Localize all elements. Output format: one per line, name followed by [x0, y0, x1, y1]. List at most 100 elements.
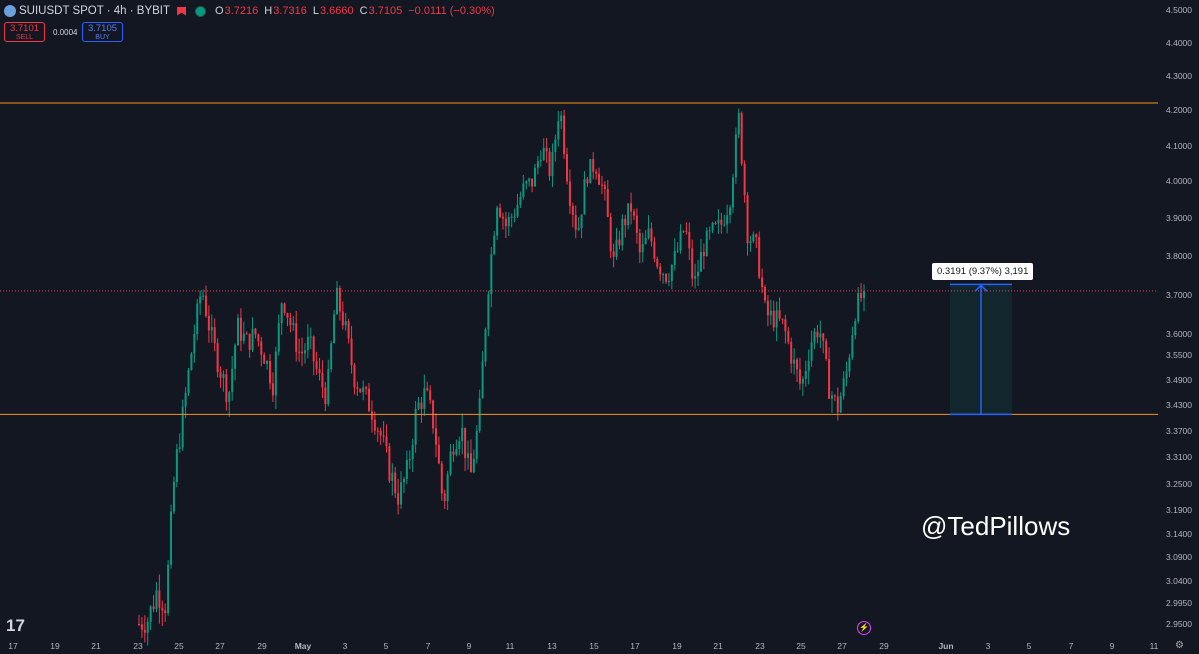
candle	[379, 427, 382, 446]
lightning-icon[interactable]: ⚡	[857, 621, 871, 635]
candle	[772, 300, 775, 332]
candle	[825, 338, 828, 361]
candle	[382, 421, 385, 443]
candle	[341, 301, 344, 330]
candle	[836, 387, 839, 421]
candle	[493, 231, 496, 256]
candle	[391, 463, 394, 496]
candle	[580, 214, 583, 239]
candle	[632, 208, 635, 221]
candle	[828, 347, 831, 400]
candle	[269, 354, 272, 390]
candle	[429, 385, 432, 405]
candle	[595, 168, 598, 180]
symbol-title[interactable]: SUIUSDT SPOT · 4h · BYBIT	[19, 5, 171, 17]
x-tick-label: 5	[1027, 641, 1032, 651]
candle	[804, 360, 807, 387]
candle	[426, 381, 429, 392]
candle	[630, 192, 633, 225]
candle	[184, 387, 187, 419]
candle	[563, 109, 566, 159]
candle	[140, 617, 143, 638]
measure-tool[interactable]	[950, 283, 1012, 416]
candle	[251, 317, 254, 353]
candle	[781, 318, 784, 325]
sell-button[interactable]: 3.7101 SELL	[4, 22, 45, 42]
close-label: C	[359, 5, 368, 17]
candle	[574, 205, 577, 239]
candle	[228, 390, 231, 417]
candle	[481, 351, 484, 399]
candle	[851, 326, 854, 360]
y-tick-label: 3.9000	[1166, 213, 1192, 223]
candle	[443, 489, 446, 510]
candle	[734, 127, 737, 184]
candle	[667, 272, 670, 287]
candle	[717, 209, 720, 234]
candle	[271, 372, 274, 402]
candle	[449, 444, 452, 476]
candle	[400, 471, 403, 509]
candle	[455, 439, 458, 457]
candle	[487, 290, 490, 337]
candle	[202, 289, 205, 301]
buy-label: BUY	[95, 34, 110, 41]
x-tick-label: 3	[343, 641, 348, 651]
candle	[731, 173, 734, 214]
y-tick-label: 3.0400	[1166, 576, 1192, 586]
candle	[423, 374, 426, 416]
low-value: 3.6660	[319, 5, 354, 17]
candle	[702, 243, 705, 270]
candle	[726, 204, 729, 234]
candle	[301, 337, 304, 367]
candle	[210, 314, 213, 343]
candle	[621, 214, 624, 251]
candle	[618, 230, 621, 250]
candle	[280, 302, 283, 336]
candle	[312, 335, 315, 376]
candle	[248, 333, 251, 358]
candle	[516, 193, 519, 218]
x-tick-label: 23	[755, 641, 765, 651]
price-axis[interactable]: 4.5000 4.4000 4.3000 4.2000 4.1000 4.0000 3.90…	[1158, 0, 1199, 640]
x-tick-label: 17	[630, 641, 640, 651]
candle	[647, 215, 650, 240]
y-tick-label: 3.1400	[1166, 529, 1192, 539]
candle	[499, 203, 502, 219]
candle	[819, 320, 822, 349]
candle	[245, 331, 248, 335]
candle	[685, 222, 688, 235]
candle	[787, 327, 790, 345]
time-axis[interactable]: 17 19 21 23 25 27 29 May 3 5 7 9 11 13 15 17 19 21 23 25 27 2…	[8, 641, 1158, 651]
candle	[688, 222, 691, 261]
x-tick-label: 9	[467, 641, 472, 651]
candle	[242, 321, 245, 345]
candle	[402, 476, 405, 494]
gear-icon[interactable]: ⚙	[1175, 640, 1184, 651]
candle	[860, 283, 863, 302]
candle	[344, 312, 347, 331]
candle	[350, 326, 353, 374]
candle	[830, 391, 833, 413]
candle	[222, 370, 225, 392]
horizontal-levels[interactable]: 4.22053.40833.710546:19	[0, 97, 1196, 421]
buy-button[interactable]: 3.7105 BUY	[82, 22, 123, 42]
candle	[600, 175, 603, 195]
x-tick-label: 7	[426, 641, 431, 651]
candle	[557, 111, 560, 147]
y-tick-label: 3.6000	[1166, 329, 1192, 339]
candle	[801, 376, 804, 396]
close-value: 3.7105	[368, 5, 403, 17]
candle	[181, 399, 184, 451]
candle	[714, 221, 717, 225]
candle	[705, 227, 708, 257]
x-tick-label: 27	[837, 641, 847, 651]
candle	[656, 256, 659, 269]
candle	[650, 222, 653, 247]
candle	[519, 191, 522, 208]
flag-icon[interactable]	[177, 6, 187, 16]
y-tick-label: 3.3700	[1166, 426, 1192, 436]
candle	[737, 108, 740, 139]
tradingview-logo-icon[interactable]: 17	[6, 616, 25, 635]
